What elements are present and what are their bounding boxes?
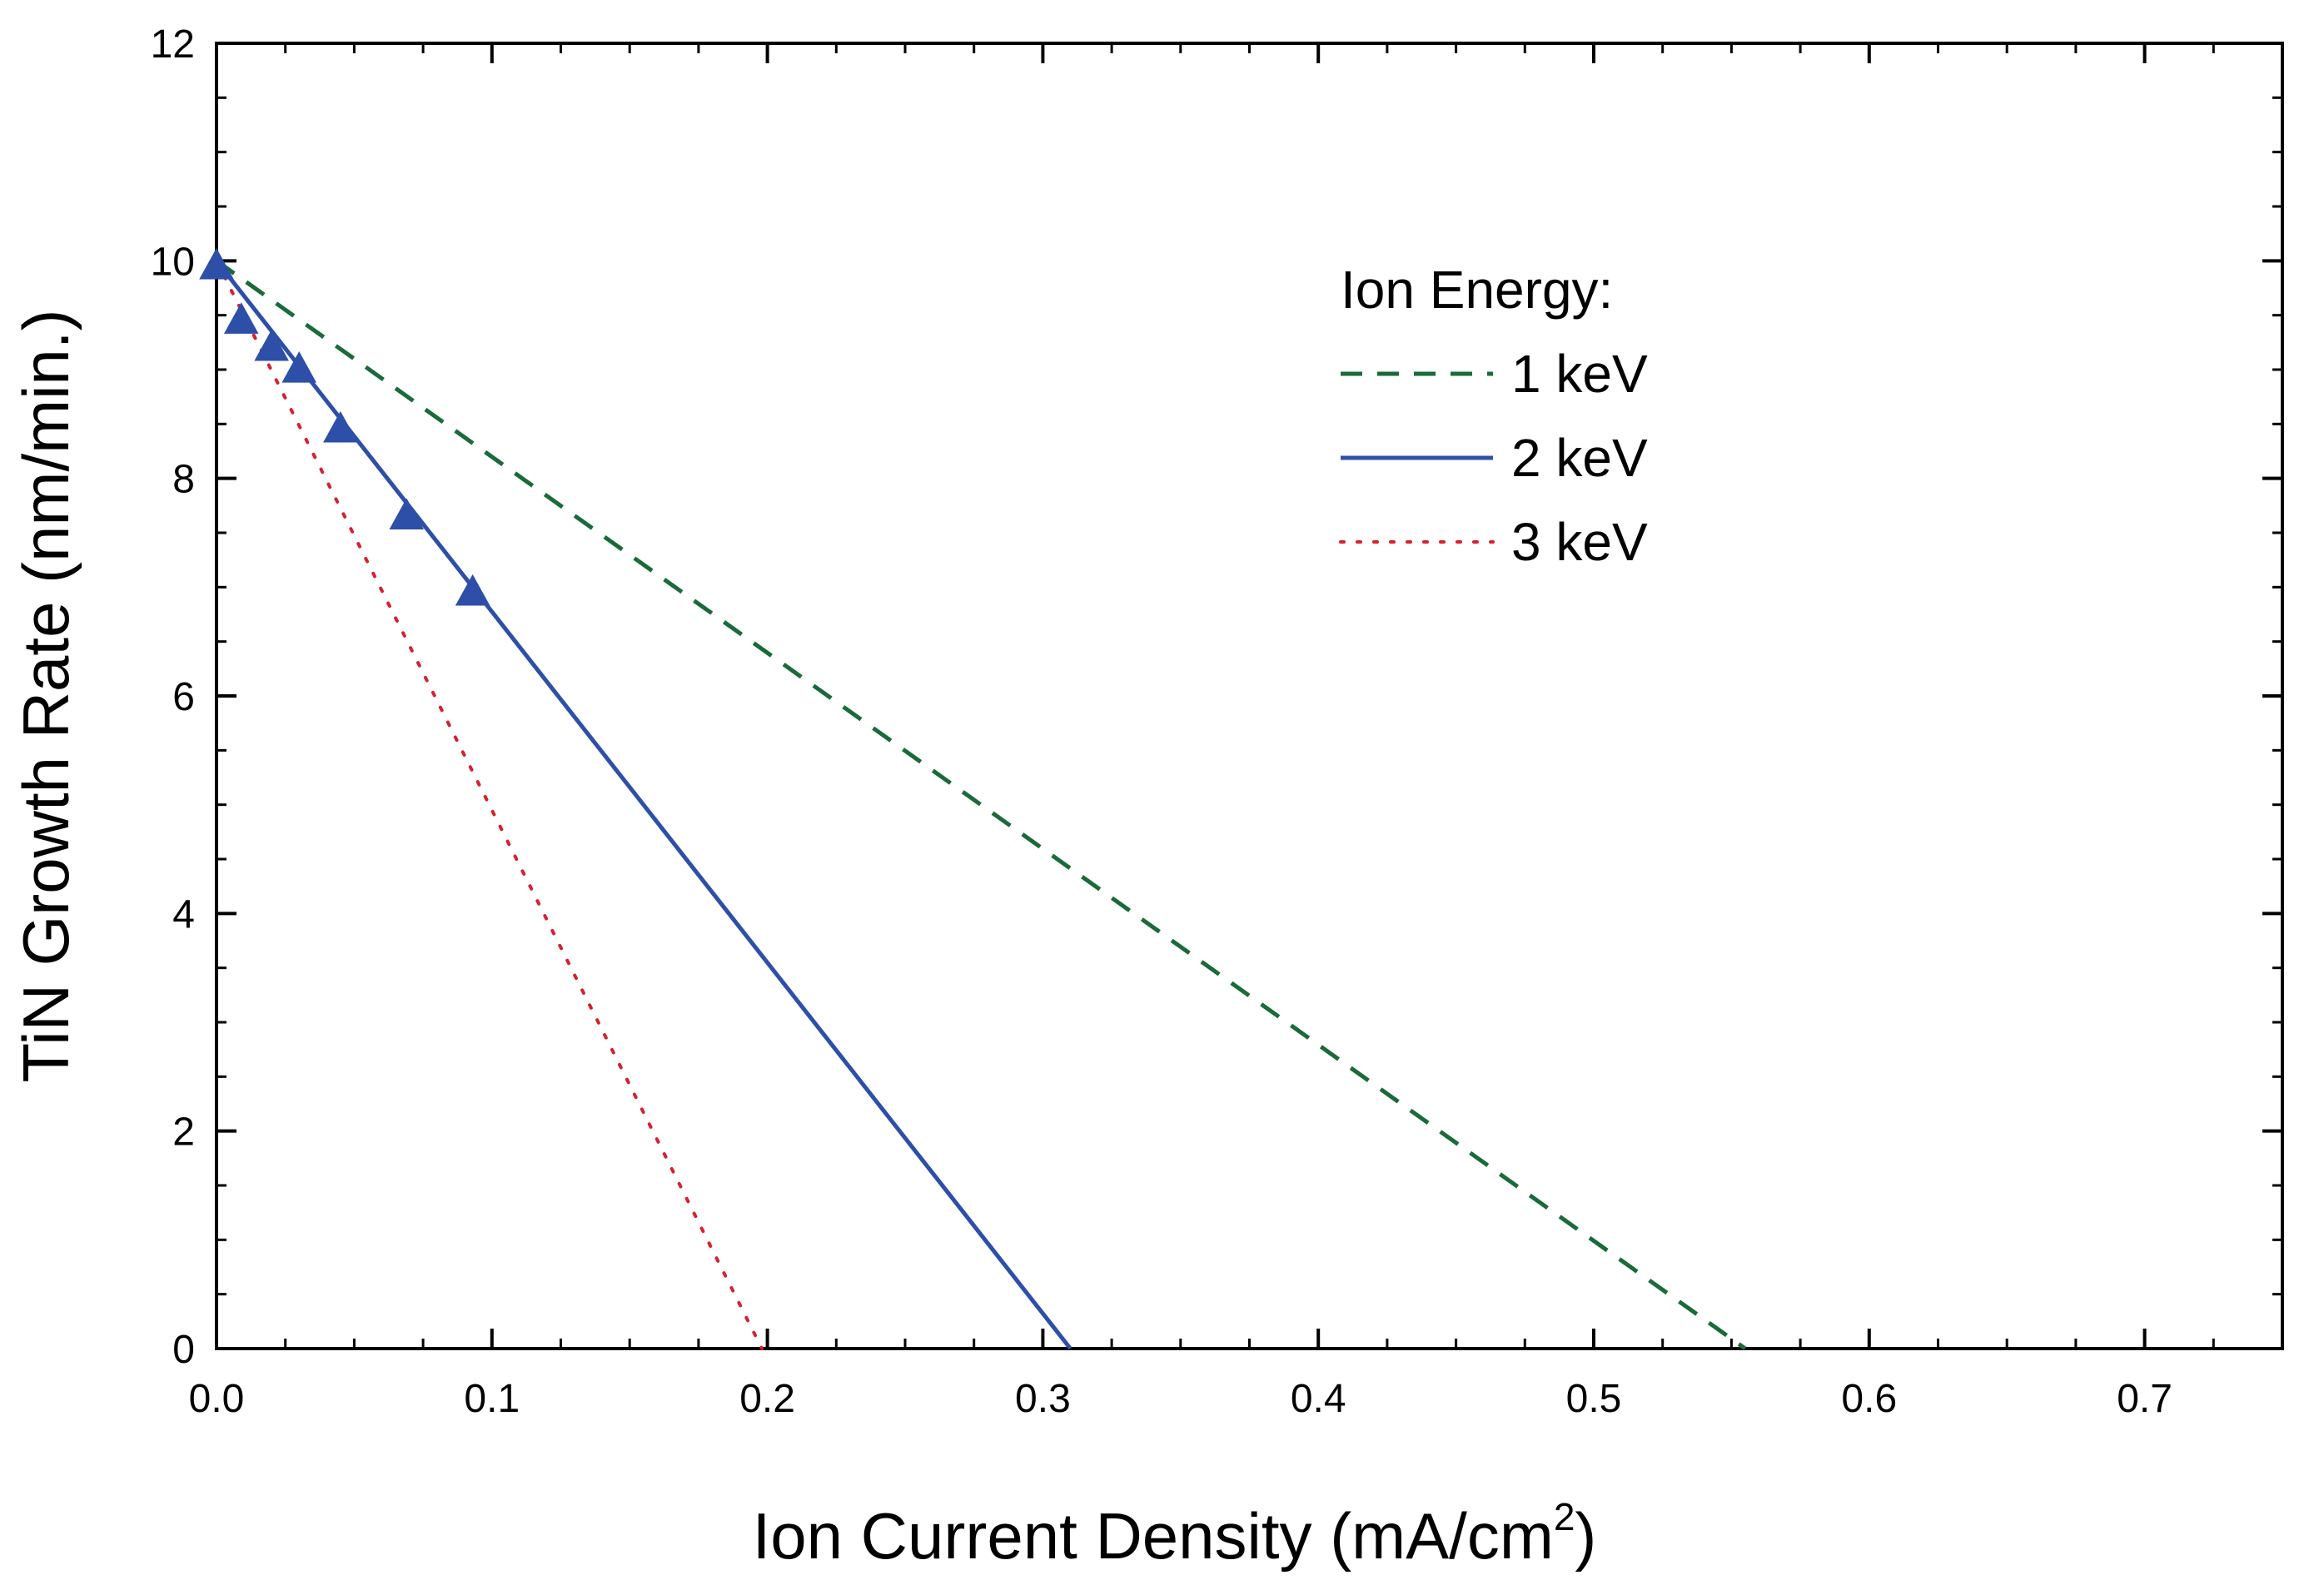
x-tick-label: 0.5: [1566, 1377, 1622, 1421]
x-tick-label: 0.0: [189, 1377, 245, 1421]
data-marker-triangle: [281, 350, 317, 383]
y-tick-label: 12: [151, 22, 195, 67]
y-axis-title: TiN Growth Rate (nm/min.): [9, 310, 82, 1083]
data-marker-triangle: [389, 498, 425, 530]
x-axis-title-main: Ion Current Density (mA/cm: [753, 1499, 1554, 1573]
x-tick-label: 0.3: [1015, 1377, 1071, 1421]
y-tick-label: 6: [172, 675, 195, 719]
data-marker-triangle: [223, 302, 259, 334]
series-group: [215, 259, 1747, 1351]
legend-label: 1 keV: [1511, 344, 1648, 404]
y-tick-label: 2: [172, 1110, 195, 1155]
x-axis-title-superscript: 2: [1554, 1495, 1575, 1538]
data-marker-triangle: [323, 410, 358, 443]
markers-group: [199, 247, 490, 606]
x-tick-label: 0.7: [2117, 1377, 2172, 1421]
legend-label: 2 keV: [1511, 428, 1648, 488]
legend-group: Ion Energy: 1 keV 2 keV 3 keV: [1339, 260, 1648, 572]
y-tick-label: 8: [172, 458, 195, 502]
x-axis-title-close: ): [1575, 1499, 1596, 1573]
x-tick-label: 0.4: [1291, 1377, 1346, 1421]
axes-group: 0.0 0.1 0.2 0.3 0.4 0.5 0.6 0.7 0 2 4 6 8 10 12 Ion Cur…: [9, 22, 2284, 1573]
y-tick-label: 0: [172, 1328, 195, 1372]
legend-title: Ion Energy:: [1341, 260, 1613, 320]
x-axis-title: Ion Current Density (mA/cm2): [753, 1495, 1597, 1573]
series-line-3-kev: [215, 259, 764, 1350]
series-line-2-kev: [215, 259, 1072, 1350]
series-line-1-kev: [215, 259, 1747, 1351]
legend-label: 3 keV: [1511, 512, 1648, 572]
x-tick-label: 0.1: [464, 1377, 520, 1421]
data-marker-triangle: [199, 247, 234, 280]
plot-frame: [215, 42, 2284, 1350]
data-marker-triangle: [254, 329, 289, 361]
x-tick-label: 0.6: [1841, 1377, 1897, 1421]
y-tick-label: 4: [172, 892, 195, 937]
data-marker-triangle: [455, 574, 490, 606]
y-tick-label: 10: [151, 240, 195, 284]
x-tick-label: 0.2: [739, 1377, 795, 1421]
